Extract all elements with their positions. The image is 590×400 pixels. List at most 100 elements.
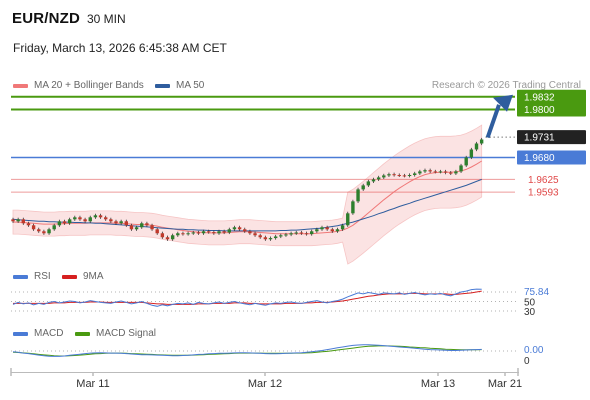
candle-body: [176, 233, 180, 236]
candle: [356, 187, 360, 203]
candle-body: [140, 223, 144, 228]
candle-body: [243, 229, 247, 232]
rsi-value: 75.84: [524, 287, 549, 298]
candle-body: [479, 139, 484, 144]
candle-body: [346, 213, 350, 226]
candle-body: [47, 229, 51, 234]
ma50-line: [12, 178, 482, 232]
candle-body: [232, 227, 237, 230]
candle: [150, 223, 154, 231]
rsi-tick-50: 50: [524, 298, 536, 309]
candle: [104, 215, 108, 221]
candle: [62, 219, 67, 225]
candle: [217, 229, 221, 235]
candle-body: [155, 229, 159, 234]
candle-body: [361, 185, 365, 190]
candle-body: [310, 231, 314, 235]
candle: [413, 171, 417, 177]
candle-body: [392, 174, 396, 176]
candle-body: [104, 217, 108, 220]
candle: [397, 173, 401, 178]
macd-signal-label: MACD Signal: [96, 328, 157, 339]
candle: [366, 179, 371, 187]
candle: [469, 147, 474, 160]
macd-value: 0.00: [524, 345, 544, 356]
candle-body: [263, 237, 268, 240]
candle: [109, 217, 113, 223]
candle-body: [83, 219, 87, 222]
candle-body: [315, 229, 319, 232]
candle: [124, 219, 128, 227]
candle-body: [31, 225, 36, 230]
x-axis: Mar 11 Mar 12 Mar 13 Mar 21: [10, 368, 522, 390]
candle-body: [134, 227, 139, 230]
candle-body: [438, 171, 443, 173]
candle: [464, 155, 468, 168]
candle: [268, 236, 273, 241]
legend-ma20: MA 20 + Bollinger Bands: [13, 80, 144, 91]
candle-body: [26, 223, 31, 226]
level-tags: 1.9832 1.9800 1.9731 1.9680 1.9625 1.9593: [517, 89, 586, 199]
rsi-tick-30: 30: [524, 307, 536, 318]
candle: [93, 213, 98, 219]
candle: [258, 233, 262, 239]
candle-body: [227, 229, 231, 233]
candle-body: [165, 237, 170, 240]
candle: [253, 231, 257, 237]
instrument-title: EUR/NZD: [12, 10, 81, 27]
candle: [26, 221, 31, 227]
candle: [376, 175, 381, 181]
candle: [191, 230, 195, 235]
candle-body: [382, 175, 386, 178]
candle: [330, 227, 334, 233]
candle-body: [67, 219, 72, 224]
candle: [299, 230, 304, 235]
candle: [474, 141, 479, 152]
candle-body: [73, 217, 77, 220]
candle: [37, 227, 41, 233]
candle: [83, 217, 87, 223]
candle: [273, 234, 278, 240]
candle: [248, 229, 252, 235]
candle-body: [212, 232, 216, 234]
candlesticks: [11, 137, 484, 241]
ma20-label: MA 20 + Bollinger Bands: [34, 80, 144, 91]
candle: [73, 215, 77, 221]
candle: [145, 221, 149, 227]
candle-body: [181, 233, 185, 235]
target-arrow: [485, 94, 513, 139]
candle-body: [294, 232, 298, 234]
candle: [155, 227, 159, 235]
macd-label: MACD: [34, 328, 64, 339]
legend-rsi-ma: 9MA: [62, 271, 104, 282]
candle-body: [150, 225, 154, 230]
macd-zero-tick: 0: [524, 356, 530, 367]
candle: [42, 229, 46, 235]
candle: [227, 227, 231, 235]
tag-last-price: 1.9731: [524, 133, 555, 144]
x-tick-label: Mar 12: [248, 378, 282, 390]
candle-body: [340, 225, 345, 230]
candle: [325, 225, 329, 231]
candle-body: [407, 175, 412, 177]
bollinger-band: [12, 124, 483, 265]
candle: [289, 231, 293, 237]
candle: [176, 231, 180, 237]
candle-body: [464, 157, 468, 166]
candle: [243, 227, 247, 233]
candle: [407, 173, 412, 178]
ma50-swatch: [155, 83, 170, 88]
candle-body: [289, 233, 293, 235]
candle: [294, 230, 298, 235]
candle-body: [325, 227, 329, 230]
key-levels: [11, 95, 515, 193]
candle: [449, 171, 453, 176]
candle: [222, 229, 226, 235]
candle: [186, 231, 190, 236]
tag-target2-box: [517, 89, 586, 104]
candle: [52, 223, 56, 231]
candle-body: [402, 175, 407, 177]
candle-body: [196, 232, 201, 234]
candle-body: [469, 149, 474, 158]
candle-body: [114, 221, 118, 224]
